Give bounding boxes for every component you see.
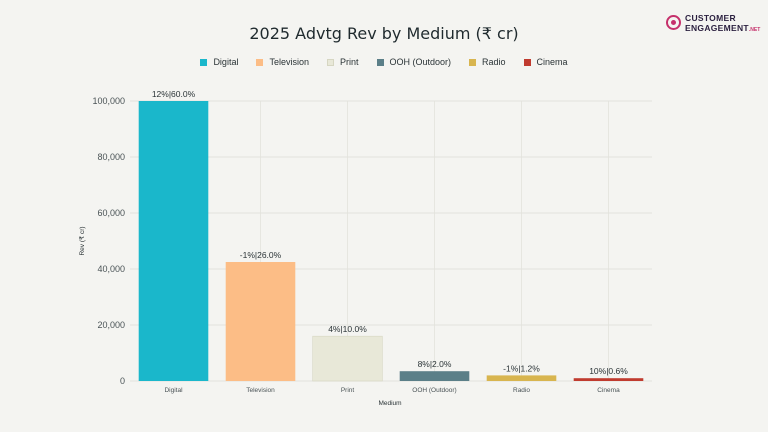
legend-swatch <box>256 58 264 66</box>
bar-television[interactable] <box>225 262 296 381</box>
legend-label: OOH (Outdoor) <box>389 57 452 67</box>
bar-radio[interactable] <box>486 375 557 381</box>
y-axis-label: Rev (₹ cr) <box>78 226 86 255</box>
legend-label: Digital <box>213 57 239 67</box>
bar-print[interactable] <box>312 335 383 382</box>
x-tick-label: Print <box>341 387 355 394</box>
legend-item-cinema[interactable]: Cinema <box>523 57 568 67</box>
x-axis-ticks: Digital Television Print OOH (Outdoor) Radio… <box>164 387 620 394</box>
bar-data-label: 12%|60.0% <box>152 89 196 99</box>
logo-line2: ENGAGEMENT.NET <box>685 23 760 33</box>
bar-data-label: 10%|0.6% <box>589 366 628 376</box>
legend-item-print[interactable]: Print <box>326 57 359 67</box>
logo-line2-text: ENGAGEMENT <box>685 23 749 33</box>
legend-label: Cinema <box>536 57 568 67</box>
bar-ooh-outdoor[interactable] <box>399 371 470 381</box>
y-axis-ticks: 0 20,000 40,000 60,000 80,000 100,000 <box>92 96 125 386</box>
bar-data-labels: 12%|60.0% -1%|26.0% 4%|10.0% 8%|2.0% -1%|1.2… <box>152 89 628 376</box>
legend-label: Television <box>269 57 309 67</box>
legend-swatch <box>326 58 334 66</box>
legend-swatch <box>469 58 477 66</box>
legend-label: Print <box>339 57 359 67</box>
legend-swatch <box>376 58 384 66</box>
chart-title: 2025 Advtg Rev by Medium (₹ cr) <box>249 24 519 43</box>
x-tick-label: Radio <box>513 387 530 394</box>
y-tick-label: 80,000 <box>97 152 125 162</box>
bar-data-label: 4%|10.0% <box>328 324 367 334</box>
grid-lines <box>130 100 652 382</box>
x-axis-label: Medium <box>378 400 401 407</box>
x-tick-label: Digital <box>164 387 183 394</box>
x-tick-label: Television <box>246 387 275 394</box>
chart-legend: Digital Television Print OOH (Outdoor) R… <box>0 57 768 67</box>
legend-swatch <box>200 58 208 66</box>
bar-data-label: -1%|1.2% <box>503 363 540 373</box>
legend-item-digital[interactable]: Digital <box>200 57 238 67</box>
legend-item-television[interactable]: Television <box>256 57 309 67</box>
logo-line1: CUSTOMER <box>685 13 736 23</box>
legend-item-ooh[interactable]: OOH (Outdoor) <box>376 57 452 67</box>
y-tick-label: 20,000 <box>97 320 125 330</box>
legend-swatch <box>523 58 531 66</box>
legend-item-radio[interactable]: Radio <box>469 57 506 67</box>
y-tick-label: 60,000 <box>97 208 125 218</box>
y-tick-label: 100,000 <box>92 96 125 106</box>
x-tick-label: Cinema <box>597 387 620 394</box>
y-tick-label: 40,000 <box>97 264 125 274</box>
y-tick-label: 0 <box>120 376 125 386</box>
bar-digital[interactable] <box>138 101 209 381</box>
bar-data-label: -1%|26.0% <box>240 250 282 260</box>
brand-logo[interactable]: CUSTOMER ENGAGEMENT.NET <box>666 12 760 34</box>
bar-data-label: 8%|2.0% <box>418 359 452 369</box>
logo-mark-icon <box>666 15 681 30</box>
x-tick-label: OOH (Outdoor) <box>412 387 456 394</box>
bar-cinema[interactable] <box>573 378 644 381</box>
logo-suffix: .NET <box>748 27 761 33</box>
legend-label: Radio <box>482 57 506 67</box>
bars <box>138 101 644 382</box>
